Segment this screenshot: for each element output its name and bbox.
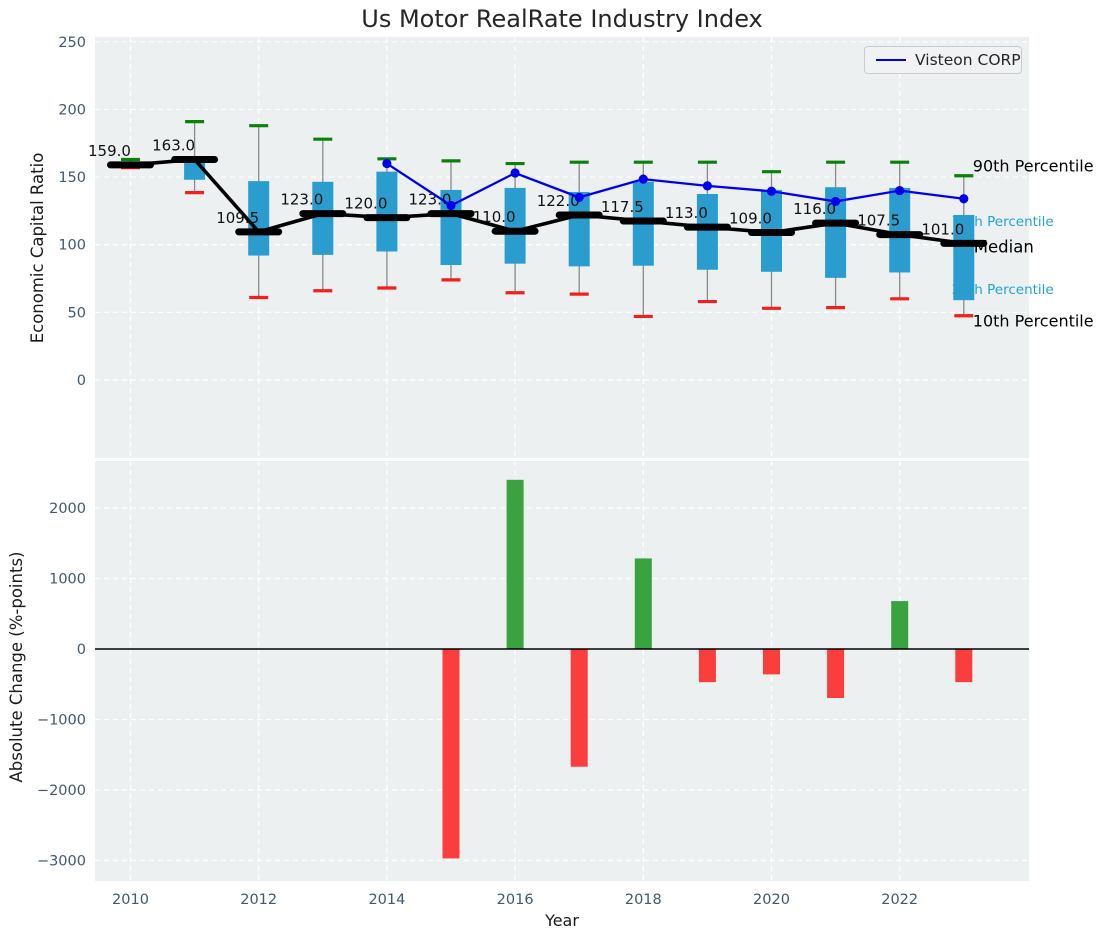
annotation-75th-percentile: 75th Percentile xyxy=(952,214,1054,230)
annotation-median: Median xyxy=(974,237,1034,256)
top-ytick-150: 150 xyxy=(58,170,86,186)
bottom-ytick--1000: −1000 xyxy=(37,713,86,729)
box-2023 xyxy=(953,214,975,301)
median-value-label-2019: 113.0 xyxy=(665,204,708,222)
median-value-label-2022: 107.5 xyxy=(857,212,900,230)
xtick-2020: 2020 xyxy=(753,892,790,908)
visteon-marker-2017 xyxy=(574,192,584,202)
box-2019 xyxy=(696,193,718,270)
bottom-ytick-0: 0 xyxy=(77,642,86,658)
change-bar-2018 xyxy=(634,558,652,649)
change-bar-2019 xyxy=(698,649,716,683)
visteon-marker-2016 xyxy=(510,168,520,178)
chart-title: Us Motor RealRate Industry Index xyxy=(361,5,763,33)
median-value-label-2021: 116.0 xyxy=(793,200,836,218)
median-value-label-2015: 123.0 xyxy=(409,191,452,209)
median-value-label-2013: 123.0 xyxy=(280,191,323,209)
change-bar-2015 xyxy=(442,649,460,859)
median-value-label-2023: 101.0 xyxy=(921,220,964,238)
median-value-label-2016: 110.0 xyxy=(473,208,516,226)
visteon-marker-2019 xyxy=(702,181,713,191)
box-2012 xyxy=(248,181,270,256)
visteon-marker-2015 xyxy=(446,200,456,211)
change-bar-2016 xyxy=(506,479,524,649)
change-bar-2023 xyxy=(955,649,973,683)
visteon-marker-2020 xyxy=(766,186,777,196)
x-axis-label: Year xyxy=(545,911,579,930)
xtick-2016: 2016 xyxy=(497,892,534,908)
top-ytick-0: 0 xyxy=(77,373,86,389)
top-ytick-100: 100 xyxy=(58,238,86,254)
top-ytick-50: 50 xyxy=(68,305,86,321)
change-bar-2017 xyxy=(570,649,588,767)
bottom-ytick--3000: −3000 xyxy=(37,854,86,870)
median-value-label-2020: 109.0 xyxy=(729,210,772,228)
visteon-marker-2022 xyxy=(895,186,905,196)
top-ytick-200: 200 xyxy=(58,102,86,118)
median-value-label-2010: 159.0 xyxy=(88,142,131,160)
xtick-2018: 2018 xyxy=(625,892,662,908)
visteon-marker-2023 xyxy=(959,194,969,204)
xtick-2010: 2010 xyxy=(112,892,149,908)
bottom-plot-area xyxy=(95,461,1029,881)
bottom-ytick--2000: −2000 xyxy=(37,783,86,799)
box-2015 xyxy=(440,189,462,266)
box-2014 xyxy=(376,171,398,252)
visteon-marker-2014 xyxy=(382,158,392,169)
median-value-label-2014: 120.0 xyxy=(344,195,387,213)
top-y-axis-label: Economic Capital Ratio xyxy=(28,152,47,344)
box-2016 xyxy=(504,187,526,264)
median-value-label-2011: 163.0 xyxy=(152,136,195,154)
legend-label: Visteon CORP xyxy=(915,51,1021,69)
change-bar-2020 xyxy=(763,649,780,675)
annotation-25th-percentile: 25th Percentile xyxy=(952,282,1054,298)
box-2022 xyxy=(889,187,911,273)
xtick-2014: 2014 xyxy=(368,892,405,908)
box-2021 xyxy=(825,187,847,278)
bottom-y-axis-label: Absolute Change (%-points) xyxy=(7,551,26,783)
change-bar-2022 xyxy=(891,601,909,649)
bottom-ytick-1000: 1000 xyxy=(49,572,86,588)
annotation-90th-percentile: 90th Percentile xyxy=(973,157,1094,176)
top-plot-area xyxy=(95,37,1029,458)
legend-line-sample xyxy=(876,59,906,61)
xtick-2012: 2012 xyxy=(240,892,277,908)
visteon-marker-2021 xyxy=(831,196,841,207)
median-value-label-2017: 122.0 xyxy=(537,192,580,210)
median-value-label-2018: 117.5 xyxy=(601,198,644,216)
box-2011 xyxy=(184,162,206,180)
box-2017 xyxy=(568,191,590,267)
top-ytick-250: 250 xyxy=(58,35,86,51)
box-2013 xyxy=(312,181,334,255)
median-value-label-2012: 109.5 xyxy=(216,209,259,227)
bottom-ytick-2000: 2000 xyxy=(49,501,86,517)
visteon-line xyxy=(386,162,964,207)
xtick-2022: 2022 xyxy=(881,892,918,908)
annotation-10th-percentile: 10th Percentile xyxy=(973,312,1094,331)
legend: Visteon CORP xyxy=(864,46,1022,74)
visteon-marker-2018 xyxy=(638,174,648,184)
change-bar-2021 xyxy=(827,649,845,698)
